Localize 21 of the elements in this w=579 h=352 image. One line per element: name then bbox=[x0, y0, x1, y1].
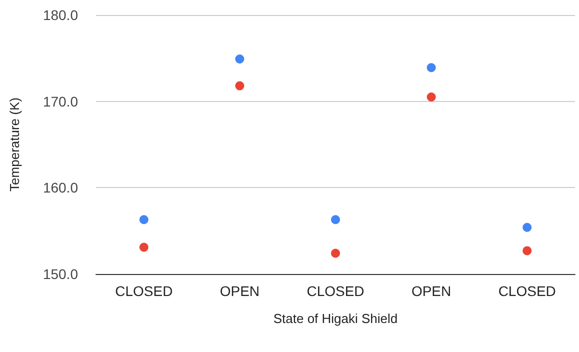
y-tick-label: 170.0 bbox=[42, 93, 78, 110]
point bbox=[331, 215, 340, 224]
x-tick-label: OPEN bbox=[220, 283, 260, 299]
y-tick-label: 180.0 bbox=[42, 7, 78, 23]
x-tick-label: CLOSED bbox=[498, 283, 556, 299]
x-tick-label: CLOSED bbox=[306, 283, 364, 299]
point bbox=[331, 248, 340, 258]
x-tick-label: OPEN bbox=[411, 283, 452, 299]
point bbox=[522, 246, 532, 256]
x-axis-title: State of Higaki Shield bbox=[273, 311, 398, 326]
point bbox=[235, 81, 244, 90]
y-tick-label: 150.0 bbox=[42, 266, 78, 282]
y-axis-title: Temperature (K) bbox=[7, 98, 22, 192]
point bbox=[426, 63, 436, 72]
point bbox=[522, 222, 532, 232]
point bbox=[139, 242, 148, 252]
point bbox=[235, 54, 244, 64]
x-tick-label: CLOSED bbox=[115, 283, 173, 299]
point bbox=[139, 215, 148, 224]
y-tick-label: 160.0 bbox=[42, 180, 78, 196]
point bbox=[426, 92, 436, 102]
